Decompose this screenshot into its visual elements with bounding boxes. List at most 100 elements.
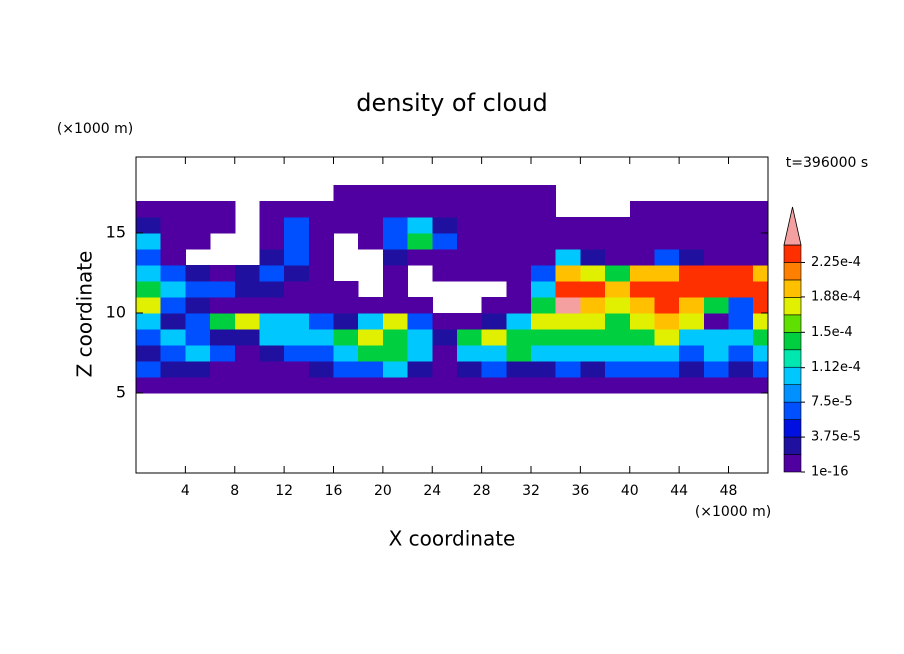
cell <box>308 377 334 394</box>
cell <box>580 265 606 282</box>
cell <box>654 265 680 282</box>
cell <box>382 297 409 314</box>
cell <box>210 361 236 378</box>
cell <box>629 313 655 330</box>
colorbar-box <box>783 436 802 455</box>
cell <box>160 281 186 298</box>
cell <box>481 361 507 378</box>
cell <box>654 345 680 362</box>
cell <box>629 265 655 282</box>
colorbar-label: 7.5e-5 <box>811 395 853 410</box>
cell <box>210 297 236 314</box>
cell <box>753 297 768 314</box>
x-tick-label: 36 <box>571 483 589 499</box>
cell <box>605 297 631 314</box>
cell <box>703 265 729 282</box>
cell <box>753 217 768 234</box>
cell <box>284 377 310 394</box>
cell <box>185 265 211 282</box>
cell <box>555 361 581 378</box>
cell <box>555 249 581 266</box>
cell <box>506 217 532 234</box>
cell <box>456 249 483 266</box>
cell <box>407 217 433 234</box>
cell <box>358 297 384 314</box>
cell <box>333 345 359 362</box>
cell <box>333 201 359 218</box>
cell <box>259 281 285 298</box>
cell <box>210 265 236 282</box>
colorbar-box <box>783 314 802 333</box>
cell <box>506 233 532 250</box>
cell <box>679 265 705 282</box>
cell <box>580 361 606 378</box>
cell <box>259 217 285 234</box>
cell <box>432 313 458 330</box>
cell <box>358 377 384 394</box>
cell <box>234 281 260 298</box>
cell <box>629 249 655 266</box>
cell <box>481 233 507 250</box>
cell <box>753 265 768 282</box>
cell <box>679 345 705 362</box>
cell <box>753 377 768 394</box>
cell <box>407 329 433 346</box>
cell <box>728 297 754 314</box>
cell <box>308 297 334 314</box>
cell <box>308 281 334 298</box>
cell <box>605 249 631 266</box>
cell <box>284 249 310 266</box>
cell <box>481 201 507 218</box>
cell <box>382 345 409 362</box>
cell <box>382 249 409 266</box>
cell <box>456 185 483 202</box>
cell <box>358 361 384 378</box>
cell <box>432 361 458 378</box>
cell <box>506 249 532 266</box>
x-unit: (×1000 m) <box>695 504 771 520</box>
cell <box>136 281 162 298</box>
x-tick-label: 48 <box>720 483 738 499</box>
cell <box>703 217 729 234</box>
cell <box>136 297 162 314</box>
cell <box>703 345 729 362</box>
cell <box>284 265 310 282</box>
cell <box>580 313 606 330</box>
colorbar-box <box>783 419 802 438</box>
cell <box>481 249 507 266</box>
cell <box>185 233 211 250</box>
cell <box>382 377 409 394</box>
cell <box>382 185 409 202</box>
cell <box>407 185 433 202</box>
cell <box>358 313 384 330</box>
cell <box>580 233 606 250</box>
cell <box>284 297 310 314</box>
cell <box>432 249 458 266</box>
cell <box>185 329 211 346</box>
cell <box>432 329 458 346</box>
cell <box>234 313 260 330</box>
x-tick-label: 28 <box>473 483 491 499</box>
cell <box>407 201 433 218</box>
cell <box>136 329 162 346</box>
cell <box>605 233 631 250</box>
cell <box>136 217 162 234</box>
cell <box>308 265 334 282</box>
cell <box>210 201 236 218</box>
cell <box>753 281 768 298</box>
cell <box>728 249 754 266</box>
cell <box>531 185 557 202</box>
cell <box>432 345 458 362</box>
cell <box>210 377 236 394</box>
cell <box>481 377 507 394</box>
cell <box>629 281 655 298</box>
cell <box>654 361 680 378</box>
cell <box>210 281 236 298</box>
cell <box>605 313 631 330</box>
cell <box>432 233 458 250</box>
cell <box>308 313 334 330</box>
cell <box>234 377 260 394</box>
cell <box>654 217 680 234</box>
colorbar-label: 1.5e-4 <box>811 325 853 340</box>
